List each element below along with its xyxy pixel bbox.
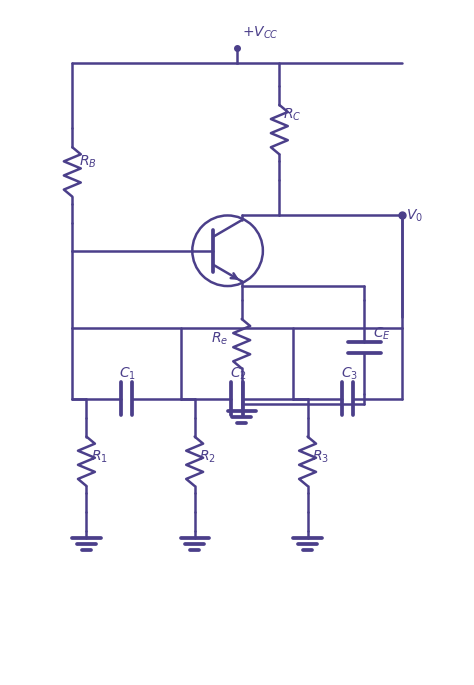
Text: $C_E$: $C_E$ — [374, 326, 391, 342]
Text: $R_1$: $R_1$ — [91, 448, 108, 464]
Text: $C_2$: $C_2$ — [230, 366, 247, 382]
Text: $R_3$: $R_3$ — [312, 448, 329, 464]
Text: $C_1$: $C_1$ — [119, 366, 137, 382]
Text: $V_0$: $V_0$ — [406, 208, 423, 224]
Text: $R_B$: $R_B$ — [79, 154, 97, 171]
Text: $C_3$: $C_3$ — [340, 366, 357, 382]
Text: $R_e$: $R_e$ — [211, 330, 228, 347]
Text: $R_2$: $R_2$ — [200, 448, 216, 464]
Text: $+V_{CC}$: $+V_{CC}$ — [242, 25, 278, 41]
Text: $R_C$: $R_C$ — [283, 107, 301, 123]
